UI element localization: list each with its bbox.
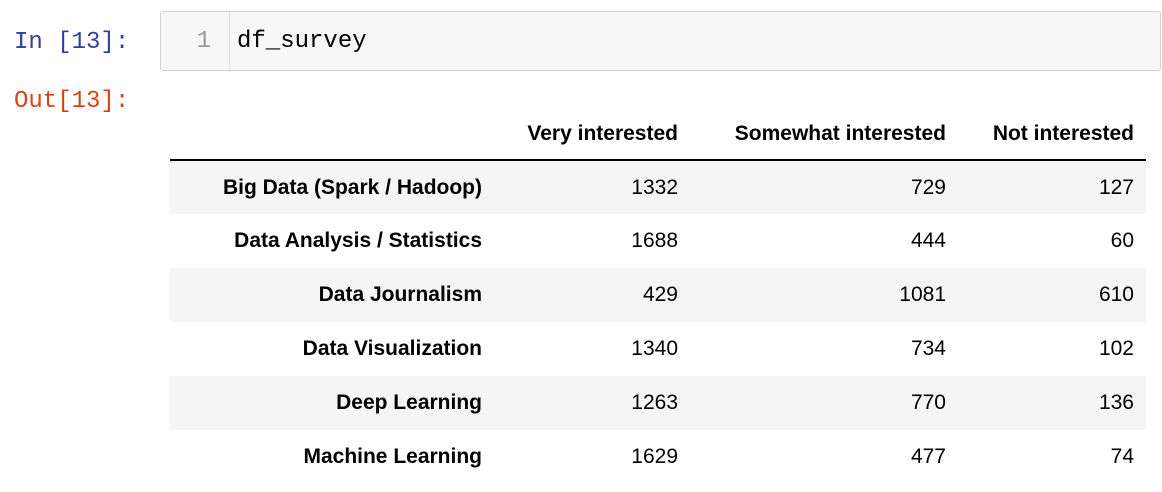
table-row: Data Analysis / Statistics 1688 444 60 (170, 214, 1146, 268)
table-cell: 1263 (631, 391, 678, 414)
row-label: Big Data (Spark / Hadoop) (222, 175, 482, 199)
table-cell: 477 (910, 445, 946, 468)
line-number-gutter: 1 (161, 12, 230, 70)
code-text[interactable]: df_survey (237, 28, 367, 55)
table-cell: 429 (642, 283, 678, 306)
table-row: Data Visualization 1340 734 102 (170, 322, 1146, 376)
table-row: Big Data (Spark / Hadoop) 1332 729 127 (170, 160, 1146, 214)
column-header: Somewhat interested (690, 108, 958, 161)
table-cell: 1332 (631, 175, 678, 199)
row-label: Data Journalism (318, 283, 482, 306)
row-label: Data Analysis / Statistics (234, 229, 482, 252)
column-header: Very interested (494, 108, 690, 161)
table-cell: 1081 (899, 283, 946, 306)
row-label: Deep Learning (336, 391, 482, 414)
table-cell: 444 (910, 229, 946, 252)
table-cell: 1340 (631, 337, 678, 360)
table-header-row: Very interested Somewhat interested Not … (170, 108, 1146, 161)
table-cell: 136 (1098, 391, 1134, 414)
row-label: Machine Learning (303, 445, 482, 468)
dataframe-output-table: Very interested Somewhat interested Not … (170, 108, 1146, 484)
column-header: Not interested (958, 108, 1146, 161)
table-cell: 74 (1110, 445, 1134, 468)
table-cell: 127 (1098, 175, 1134, 199)
table-cell: 610 (1098, 283, 1134, 306)
table-row: Deep Learning 1263 770 136 (170, 376, 1146, 430)
code-input-cell[interactable]: 1 df_survey (160, 11, 1161, 71)
table-cell: 102 (1098, 337, 1134, 360)
table-row: Machine Learning 1629 477 74 (170, 430, 1146, 484)
index-header (170, 108, 494, 161)
row-label: Data Visualization (302, 337, 482, 360)
output-prompt: Out[13]: (14, 88, 130, 115)
input-prompt: In [13]: (14, 29, 130, 56)
table-cell: 1688 (631, 229, 678, 252)
table-cell: 734 (910, 337, 946, 360)
table-cell: 1629 (631, 445, 678, 468)
table-cell: 60 (1110, 229, 1134, 252)
table-cell: 729 (910, 175, 946, 199)
table-cell: 770 (910, 391, 946, 414)
line-number: 1 (196, 28, 211, 55)
table-row: Data Journalism 429 1081 610 (170, 268, 1146, 322)
